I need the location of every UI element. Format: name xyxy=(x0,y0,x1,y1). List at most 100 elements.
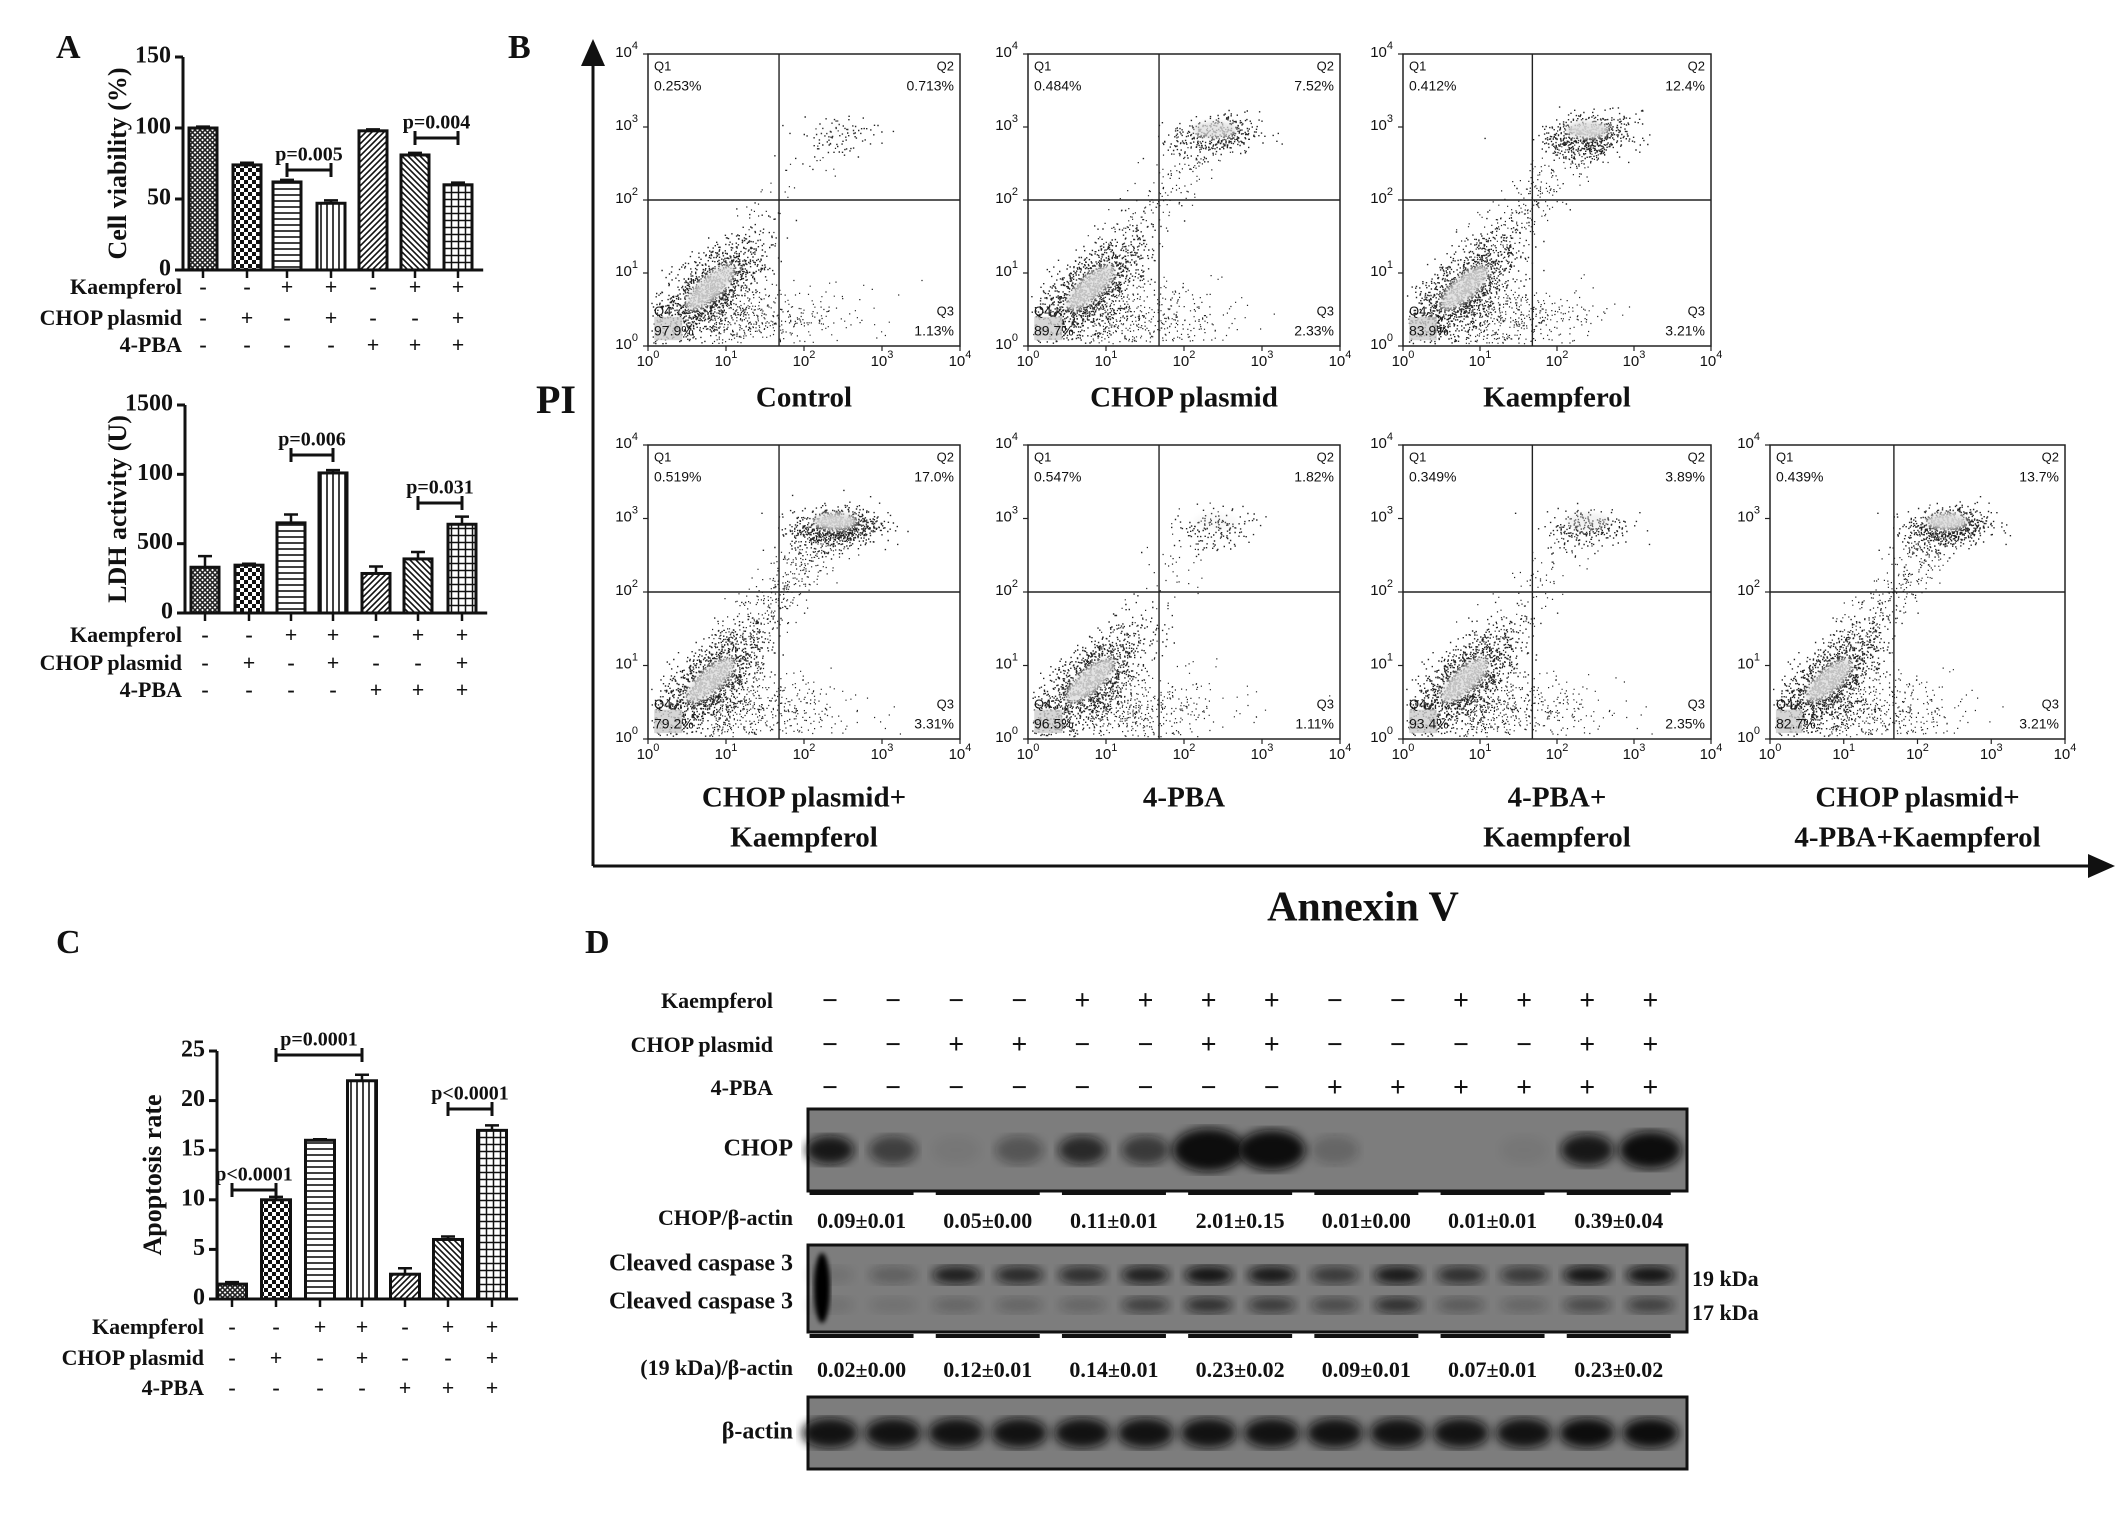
factor-sign: + xyxy=(412,677,425,702)
tick-exponent: 3 xyxy=(1639,742,1645,754)
error-bar xyxy=(326,468,340,473)
condition-sign: + xyxy=(1201,985,1217,1016)
factor-label: Kaempferol xyxy=(92,1314,204,1339)
tick-exponent: 2 xyxy=(1562,349,1568,361)
x-tick-label: 102 xyxy=(1173,349,1196,370)
significance-bracket xyxy=(274,1048,364,1062)
condition-sign: − xyxy=(1074,1029,1090,1060)
quadrant-name: Q4 xyxy=(1776,696,1793,711)
factor-sign: + xyxy=(314,1314,327,1339)
flow-plot-title: Control xyxy=(756,382,852,414)
chop-ratio-value: 2.01±0.15 xyxy=(1196,1208,1285,1233)
tick-exponent: 4 xyxy=(1012,431,1018,443)
y-tick-label: 104 xyxy=(995,40,1018,61)
flow-plot-title: Kaempferol xyxy=(1483,382,1631,414)
tick-base: 10 xyxy=(995,582,1012,599)
tick-exponent: 2 xyxy=(632,186,638,198)
density-core xyxy=(685,657,735,703)
x-tick-label: 104 xyxy=(949,349,972,370)
tick-base: 10 xyxy=(1251,353,1268,370)
tick-base: 10 xyxy=(1700,746,1717,763)
tick-base: 10 xyxy=(1546,353,1563,370)
condition-sign: + xyxy=(1011,1029,1027,1060)
scatter-points-upper-population xyxy=(1456,106,1651,282)
x-tick-label: 100 xyxy=(1017,349,1040,370)
tick-exponent: 0 xyxy=(1033,349,1039,361)
quadrant-name: Q4 xyxy=(1034,303,1051,318)
chop-ratio-value: 0.39±0.04 xyxy=(1574,1208,1663,1233)
x-tick-label: 103 xyxy=(1251,742,1274,763)
factor-sign: - xyxy=(358,1375,365,1400)
quadrant-percentage: 89.7% xyxy=(1034,323,1074,339)
x-tick-label: 103 xyxy=(1980,742,2003,763)
density-corner xyxy=(654,316,683,341)
error-bar xyxy=(455,515,469,525)
condition-sign: + xyxy=(1642,985,1658,1016)
tick-exponent: 1 xyxy=(632,259,638,271)
protein-band xyxy=(1437,1266,1485,1284)
tick-base: 10 xyxy=(995,656,1012,673)
protein-band xyxy=(869,1266,918,1284)
density-core xyxy=(813,121,858,139)
tick-base: 10 xyxy=(793,353,810,370)
protein-band xyxy=(932,1266,981,1284)
tick-base: 10 xyxy=(1906,746,1923,763)
tick-exponent: 2 xyxy=(1012,578,1018,590)
quadrant-name: Q2 xyxy=(1317,58,1334,73)
tick-base: 10 xyxy=(615,582,632,599)
x-tick-label: 102 xyxy=(793,349,816,370)
x-axis-label: Annexin V xyxy=(1267,885,1459,931)
condition-sign: − xyxy=(1264,1072,1280,1103)
x-tick-label: 102 xyxy=(1546,349,1569,370)
tick-exponent: 4 xyxy=(1387,40,1393,52)
y-tick-label: 5 xyxy=(193,1235,205,1261)
quadrant-name: Q1 xyxy=(1409,58,1426,73)
x-tick-label: 102 xyxy=(1906,742,1929,763)
condition-sign: − xyxy=(822,985,838,1016)
x-tick-label: 103 xyxy=(871,349,894,370)
tick-base: 10 xyxy=(615,190,632,207)
tick-exponent: 3 xyxy=(1267,349,1273,361)
factor-sign: + xyxy=(456,622,469,647)
condition-sign: − xyxy=(1011,1072,1027,1103)
quadrant-percentage: 1.11% xyxy=(1295,716,1334,732)
tick-exponent: 3 xyxy=(1387,505,1393,517)
p-value-label: p=0.031 xyxy=(406,477,474,499)
y-tick-label: 102 xyxy=(995,578,1018,599)
blot-membrane xyxy=(806,1243,1689,1334)
x-tick-label: 104 xyxy=(1700,742,1723,763)
factor-sign: - xyxy=(283,305,290,330)
x-tick-label: 103 xyxy=(1623,349,1646,370)
quadrant-name: Q1 xyxy=(1776,449,1793,464)
factor-sign: + xyxy=(243,650,256,675)
tick-exponent: 4 xyxy=(965,742,971,754)
tick-exponent: 4 xyxy=(1012,40,1018,52)
tick-exponent: 0 xyxy=(1012,725,1018,737)
tick-exponent: 2 xyxy=(1189,349,1195,361)
error-bar xyxy=(355,1073,369,1081)
y-tick-label: 103 xyxy=(1737,505,1760,526)
flow-plot-title: 4-PBA xyxy=(1143,782,1225,814)
quadrant-percentage: 0.713% xyxy=(907,78,954,94)
tick-exponent: 1 xyxy=(1012,652,1018,664)
factor-sign: + xyxy=(356,1345,369,1370)
scatter-points-upper-population xyxy=(701,489,909,680)
panel-label-c: C xyxy=(56,924,81,961)
y-tick-label: 150 xyxy=(135,43,171,69)
factor-sign: - xyxy=(369,305,376,330)
quadrant-name: Q3 xyxy=(1317,303,1334,318)
y-tick-label: 100 xyxy=(135,114,171,140)
tick-exponent: 2 xyxy=(1387,578,1393,590)
quadrant-percentage: 0.519% xyxy=(654,469,701,485)
tick-exponent: 2 xyxy=(1189,742,1195,754)
chop-label: CHOP xyxy=(724,1136,793,1162)
factor-sign: - xyxy=(316,1345,323,1370)
tick-exponent: 2 xyxy=(809,349,815,361)
tick-exponent: 3 xyxy=(1754,505,1760,517)
protein-band xyxy=(995,1266,1044,1284)
factor-sign: + xyxy=(456,677,469,702)
factor-sign: - xyxy=(228,1314,235,1339)
beta-actin-blot xyxy=(802,1395,1689,1471)
quadrant-percentage: 82.7% xyxy=(1776,716,1816,732)
